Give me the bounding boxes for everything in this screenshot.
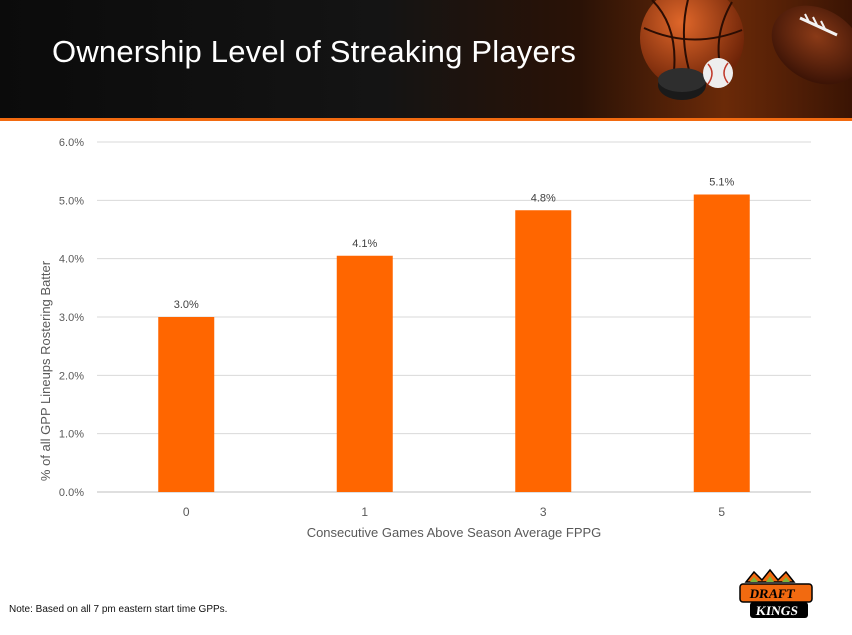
x-axis-ticks: 0 1 3 5 [183, 505, 726, 519]
data-label-3: 4.8% [531, 192, 556, 204]
data-label-5: 5.1% [709, 177, 734, 189]
draftkings-logo: DRAFT KINGS [739, 568, 813, 618]
data-label-1: 4.1% [352, 238, 377, 250]
footnote: Note: Based on all 7 pm eastern start ti… [9, 604, 228, 615]
data-label-0: 3.0% [174, 299, 199, 311]
y-tick-label: 2.0% [59, 370, 84, 382]
y-tick-label: 4.0% [59, 254, 84, 266]
y-axis-title: % of all GPP Lineups Rostering Batter [38, 260, 53, 481]
y-tick-label: 3.0% [59, 312, 84, 324]
slide-header: Ownership Level of Streaking Players [0, 0, 852, 121]
x-axis-title: Consecutive Games Above Season Average F… [307, 525, 602, 540]
bar-0 [158, 317, 215, 492]
svg-text:KINGS: KINGS [755, 603, 799, 618]
svg-text:DRAFT: DRAFT [749, 586, 796, 601]
bars [158, 194, 750, 492]
y-tick-label: 1.0% [59, 429, 84, 441]
sports-balls-icon [640, 0, 852, 100]
y-tick-label: 0.0% [59, 487, 84, 499]
data-labels: 3.0% 4.1% 4.8% 5.1% [174, 177, 735, 312]
y-tick-label: 6.0% [59, 137, 84, 149]
page-title: Ownership Level of Streaking Players [52, 34, 577, 69]
y-axis-ticks: 0.0% 1.0% 2.0% 3.0% 4.0% 5.0% 6.0% [59, 137, 84, 499]
bar-chart: 0.0% 1.0% 2.0% 3.0% 4.0% 5.0% 6.0% 3.0% 4.1% 4.8… [38, 137, 811, 540]
bar-1 [336, 255, 393, 492]
x-tick-label-3: 3 [540, 505, 547, 519]
bar-3 [515, 210, 572, 492]
y-tick-label: 5.0% [59, 195, 84, 207]
x-tick-label-5: 5 [718, 505, 725, 519]
x-tick-label-0: 0 [183, 505, 190, 519]
x-tick-label-1: 1 [361, 505, 368, 519]
gridlines [97, 141, 811, 493]
bar-5 [693, 194, 750, 492]
